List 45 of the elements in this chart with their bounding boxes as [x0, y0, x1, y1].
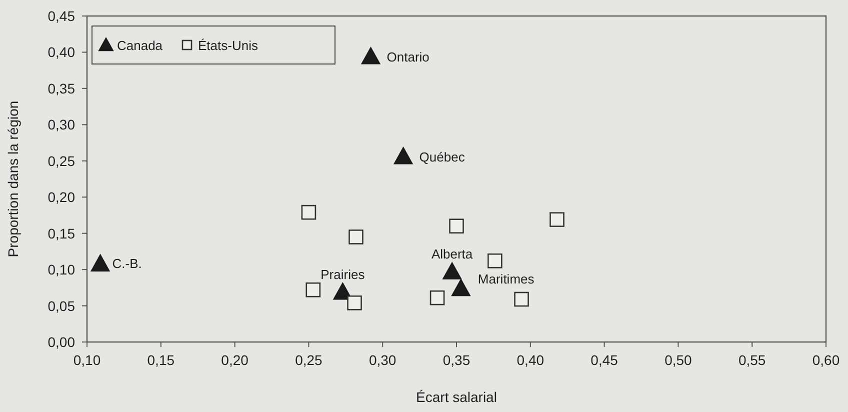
point	[442, 262, 462, 280]
y-tick-label: 0,25	[48, 152, 76, 169]
x-tick-label: 0,30	[368, 352, 396, 368]
legend-label: Canada	[117, 38, 164, 53]
y-tick-label: 0,15	[48, 225, 76, 242]
annotation: Ontario	[386, 50, 430, 65]
x-tick-label: 0,60	[812, 352, 840, 368]
y-tick-label: 0,20	[48, 189, 76, 206]
y-tick-label: 0,00	[48, 334, 76, 350]
x-axis-title: Écart salarial	[416, 389, 497, 405]
point	[550, 212, 564, 227]
x-tick-label: 0,55	[738, 352, 766, 368]
legend-label: États-Unis	[198, 38, 258, 53]
annotation: Alberta	[431, 246, 474, 262]
point	[488, 253, 502, 268]
x-tick-label: 0,25	[295, 352, 323, 368]
x-tick-label: 0,20	[221, 352, 249, 368]
point	[306, 282, 321, 298]
point	[347, 295, 362, 310]
annotation: C.-B.	[112, 256, 142, 271]
annotation: Maritimes	[478, 271, 535, 286]
x-tick-label: 0,35	[442, 352, 470, 368]
x-tick-label: 0,50	[664, 352, 692, 368]
annotation: Québec	[419, 150, 466, 165]
y-tick-label: 0,05	[48, 298, 76, 314]
annotation: Prairies	[320, 267, 366, 282]
y-tick-label: 0,40	[48, 44, 76, 60]
point	[449, 218, 464, 234]
point	[394, 147, 413, 164]
y-tick-label: 0,10	[48, 262, 76, 278]
point	[348, 230, 364, 244]
point	[90, 254, 110, 272]
x-tick-label: 0,15	[147, 352, 175, 368]
point	[301, 204, 316, 220]
y-tick-label: 0,45	[48, 8, 76, 24]
x-tick-label: 0,45	[590, 352, 618, 368]
point	[451, 278, 470, 296]
point	[514, 292, 529, 307]
x-tick-label: 0,40	[516, 352, 544, 368]
y-tick-label: 0,35	[48, 80, 76, 96]
point	[361, 47, 380, 64]
y-tick-label: 0,30	[48, 116, 76, 133]
y-axis-title: Proportion dans la région	[5, 100, 21, 258]
point	[430, 290, 445, 306]
x-tick-label: 0,10	[73, 352, 101, 368]
